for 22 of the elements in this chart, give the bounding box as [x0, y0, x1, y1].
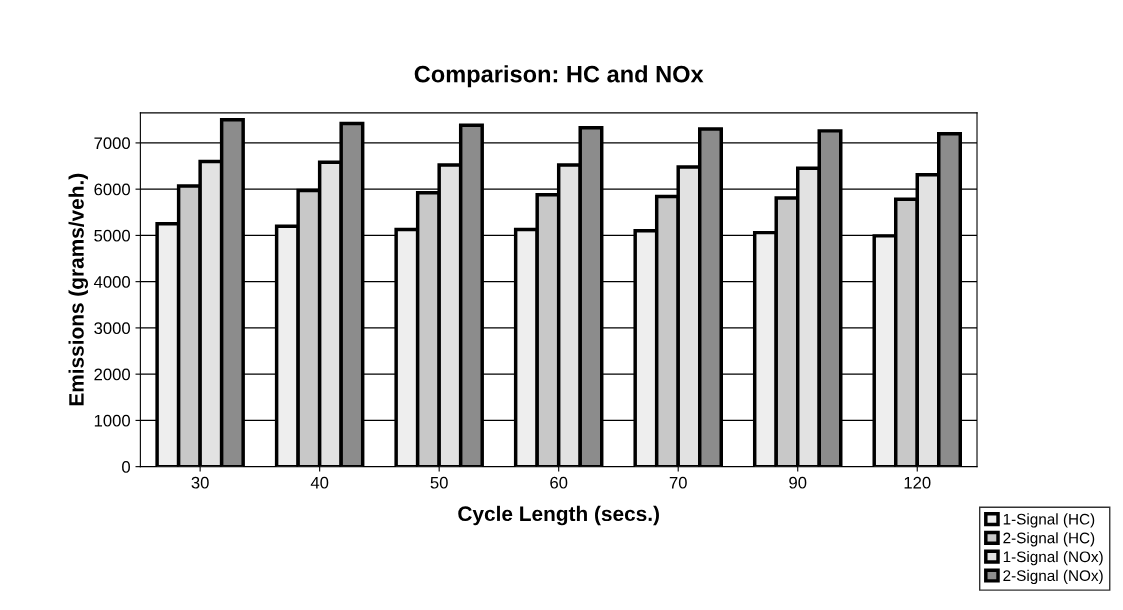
x-tick-label: 120	[904, 476, 931, 489]
legend-label: 2-Signal (HC)	[1003, 532, 1095, 547]
x-tick-label: 50	[430, 476, 448, 489]
x-tick-label: 70	[669, 476, 687, 489]
x-tick-label: 40	[310, 476, 329, 489]
x-tick-label: 30	[191, 476, 209, 489]
x-tick-label: 60	[550, 476, 568, 489]
y-axis-title: Emissions (grams/veh.)	[68, 173, 89, 406]
y-tick-label: 7000	[94, 137, 130, 150]
y-tick-label: 0	[122, 461, 130, 473]
y-tick-label: 3000	[94, 322, 130, 335]
y-tick-label: 5000	[94, 229, 130, 242]
y-tick-label: 6000	[94, 183, 130, 196]
y-tick-label: 1000	[94, 414, 130, 427]
y-tick-label: 4000	[93, 276, 130, 288]
chart-title: Comparison: HC and NOx	[414, 65, 704, 88]
x-tick-label: 90	[789, 476, 807, 489]
x-axis-title: Cycle Length (secs.)	[458, 505, 659, 526]
legend-label: 2-Signal (NOx)	[1003, 569, 1103, 585]
legend-label: 1-Signal (NOx)	[1003, 550, 1103, 566]
legend-label: 1-Signal (HC)	[1003, 513, 1095, 528]
y-tick-label: 2000	[94, 368, 130, 381]
